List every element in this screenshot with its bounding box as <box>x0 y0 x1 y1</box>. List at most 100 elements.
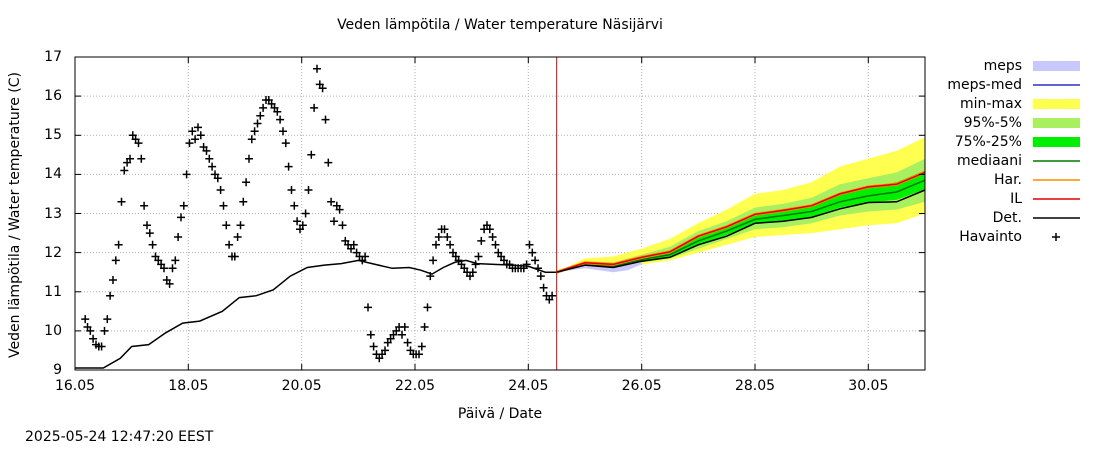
observation-point <box>310 103 319 112</box>
series-lines <box>75 57 926 370</box>
observation-point <box>287 186 296 194</box>
legend-swatch <box>1033 137 1080 147</box>
x-tick-label: 16.05 <box>54 378 96 394</box>
legend-swatch <box>1033 99 1080 109</box>
legend-swatches <box>1033 61 1080 241</box>
observation-point <box>86 326 95 335</box>
observation-point <box>366 330 375 339</box>
x-axis-label: Päivä / Date <box>457 406 543 422</box>
observation-point <box>253 119 262 128</box>
observation-point <box>222 221 231 230</box>
observation-point <box>488 233 497 241</box>
observation-point <box>398 330 406 339</box>
observation-point <box>81 315 90 324</box>
observation-point <box>202 146 211 155</box>
y-tick-label: 9 <box>53 362 62 378</box>
observation-point <box>290 201 299 210</box>
observation-point <box>256 111 265 120</box>
observation-point <box>250 127 259 136</box>
observation-point <box>281 139 290 148</box>
x-tick-label: 18.05 <box>168 378 209 394</box>
il-line <box>556 171 926 273</box>
observation-point <box>335 205 344 214</box>
observation-point <box>225 240 234 249</box>
observation-point <box>403 338 412 347</box>
observation-point <box>432 240 440 249</box>
observation-point <box>219 201 228 210</box>
observation-point <box>298 221 307 230</box>
observation-point <box>361 252 370 261</box>
legend-label: Har. <box>993 172 1022 188</box>
observation-point <box>276 115 285 124</box>
legend-label: meps-med <box>947 77 1022 93</box>
observation-point <box>536 272 545 281</box>
observation-point <box>134 139 143 148</box>
x-tick-label: 26.05 <box>621 378 662 394</box>
observation-point <box>400 323 409 331</box>
observation-point <box>474 252 483 261</box>
observation-point <box>188 127 197 136</box>
observation-point <box>230 252 239 261</box>
y-tick-label: 16 <box>44 88 62 105</box>
observation-point <box>120 166 129 175</box>
observation-point <box>273 107 282 116</box>
legend-label: meps <box>983 58 1022 74</box>
legend-label: 95%-5% <box>963 115 1022 131</box>
observation-point <box>313 64 321 73</box>
observation-markers <box>81 64 557 363</box>
observation-point <box>177 213 185 222</box>
observation-point <box>477 236 486 245</box>
observation-point <box>208 162 217 171</box>
median-line <box>556 179 926 273</box>
observation-point <box>338 221 347 230</box>
min-max-band <box>556 137 925 273</box>
observation-point <box>417 342 426 351</box>
y-tick-label: 14 <box>44 166 62 183</box>
observation-point <box>233 233 242 241</box>
observation-point <box>321 115 330 124</box>
observation-point <box>522 260 531 269</box>
x-tick-label: 22.05 <box>394 378 436 394</box>
x-tick-label: 24.05 <box>508 378 549 394</box>
observation-point <box>423 303 432 312</box>
observation-point <box>239 197 248 206</box>
observation-point <box>205 154 214 163</box>
observation-point <box>97 342 106 351</box>
observation-point <box>293 217 302 226</box>
observation-point <box>103 315 112 324</box>
observation-point <box>137 154 146 163</box>
observation-point <box>259 103 268 112</box>
observation-point <box>213 174 222 183</box>
observation-point <box>468 268 477 277</box>
observation-point <box>471 260 480 269</box>
observation-point <box>491 240 500 249</box>
x-tick-label: 30.05 <box>848 378 889 394</box>
legend-label: Det. <box>992 210 1022 226</box>
y-tick-label: 13 <box>44 205 62 222</box>
observation-point <box>89 334 98 343</box>
observation-point <box>216 186 225 194</box>
observation-point <box>114 240 123 249</box>
legend-swatch <box>1033 61 1080 71</box>
observation-point <box>194 123 202 132</box>
y-tick-label: 12 <box>44 244 62 261</box>
observation-point <box>528 248 537 257</box>
observation-point <box>318 84 327 93</box>
observation-point <box>324 158 333 167</box>
observation-point <box>531 256 540 265</box>
observation-point <box>247 135 256 144</box>
observation-point <box>145 229 154 238</box>
observation-point <box>364 303 372 312</box>
observation-point <box>126 154 134 163</box>
observation-point <box>539 283 548 292</box>
observation-point <box>284 162 293 171</box>
x-tick-label: 28.05 <box>734 378 776 394</box>
y-tick-label: 17 <box>44 49 62 65</box>
timestamp: 2025-05-24 12:47:20 EEST <box>25 429 214 445</box>
observation-point <box>168 264 177 273</box>
observation-point <box>245 154 253 163</box>
observation-point <box>304 186 313 194</box>
legend-label: 75%-25% <box>954 134 1022 150</box>
observation-point <box>426 272 435 281</box>
